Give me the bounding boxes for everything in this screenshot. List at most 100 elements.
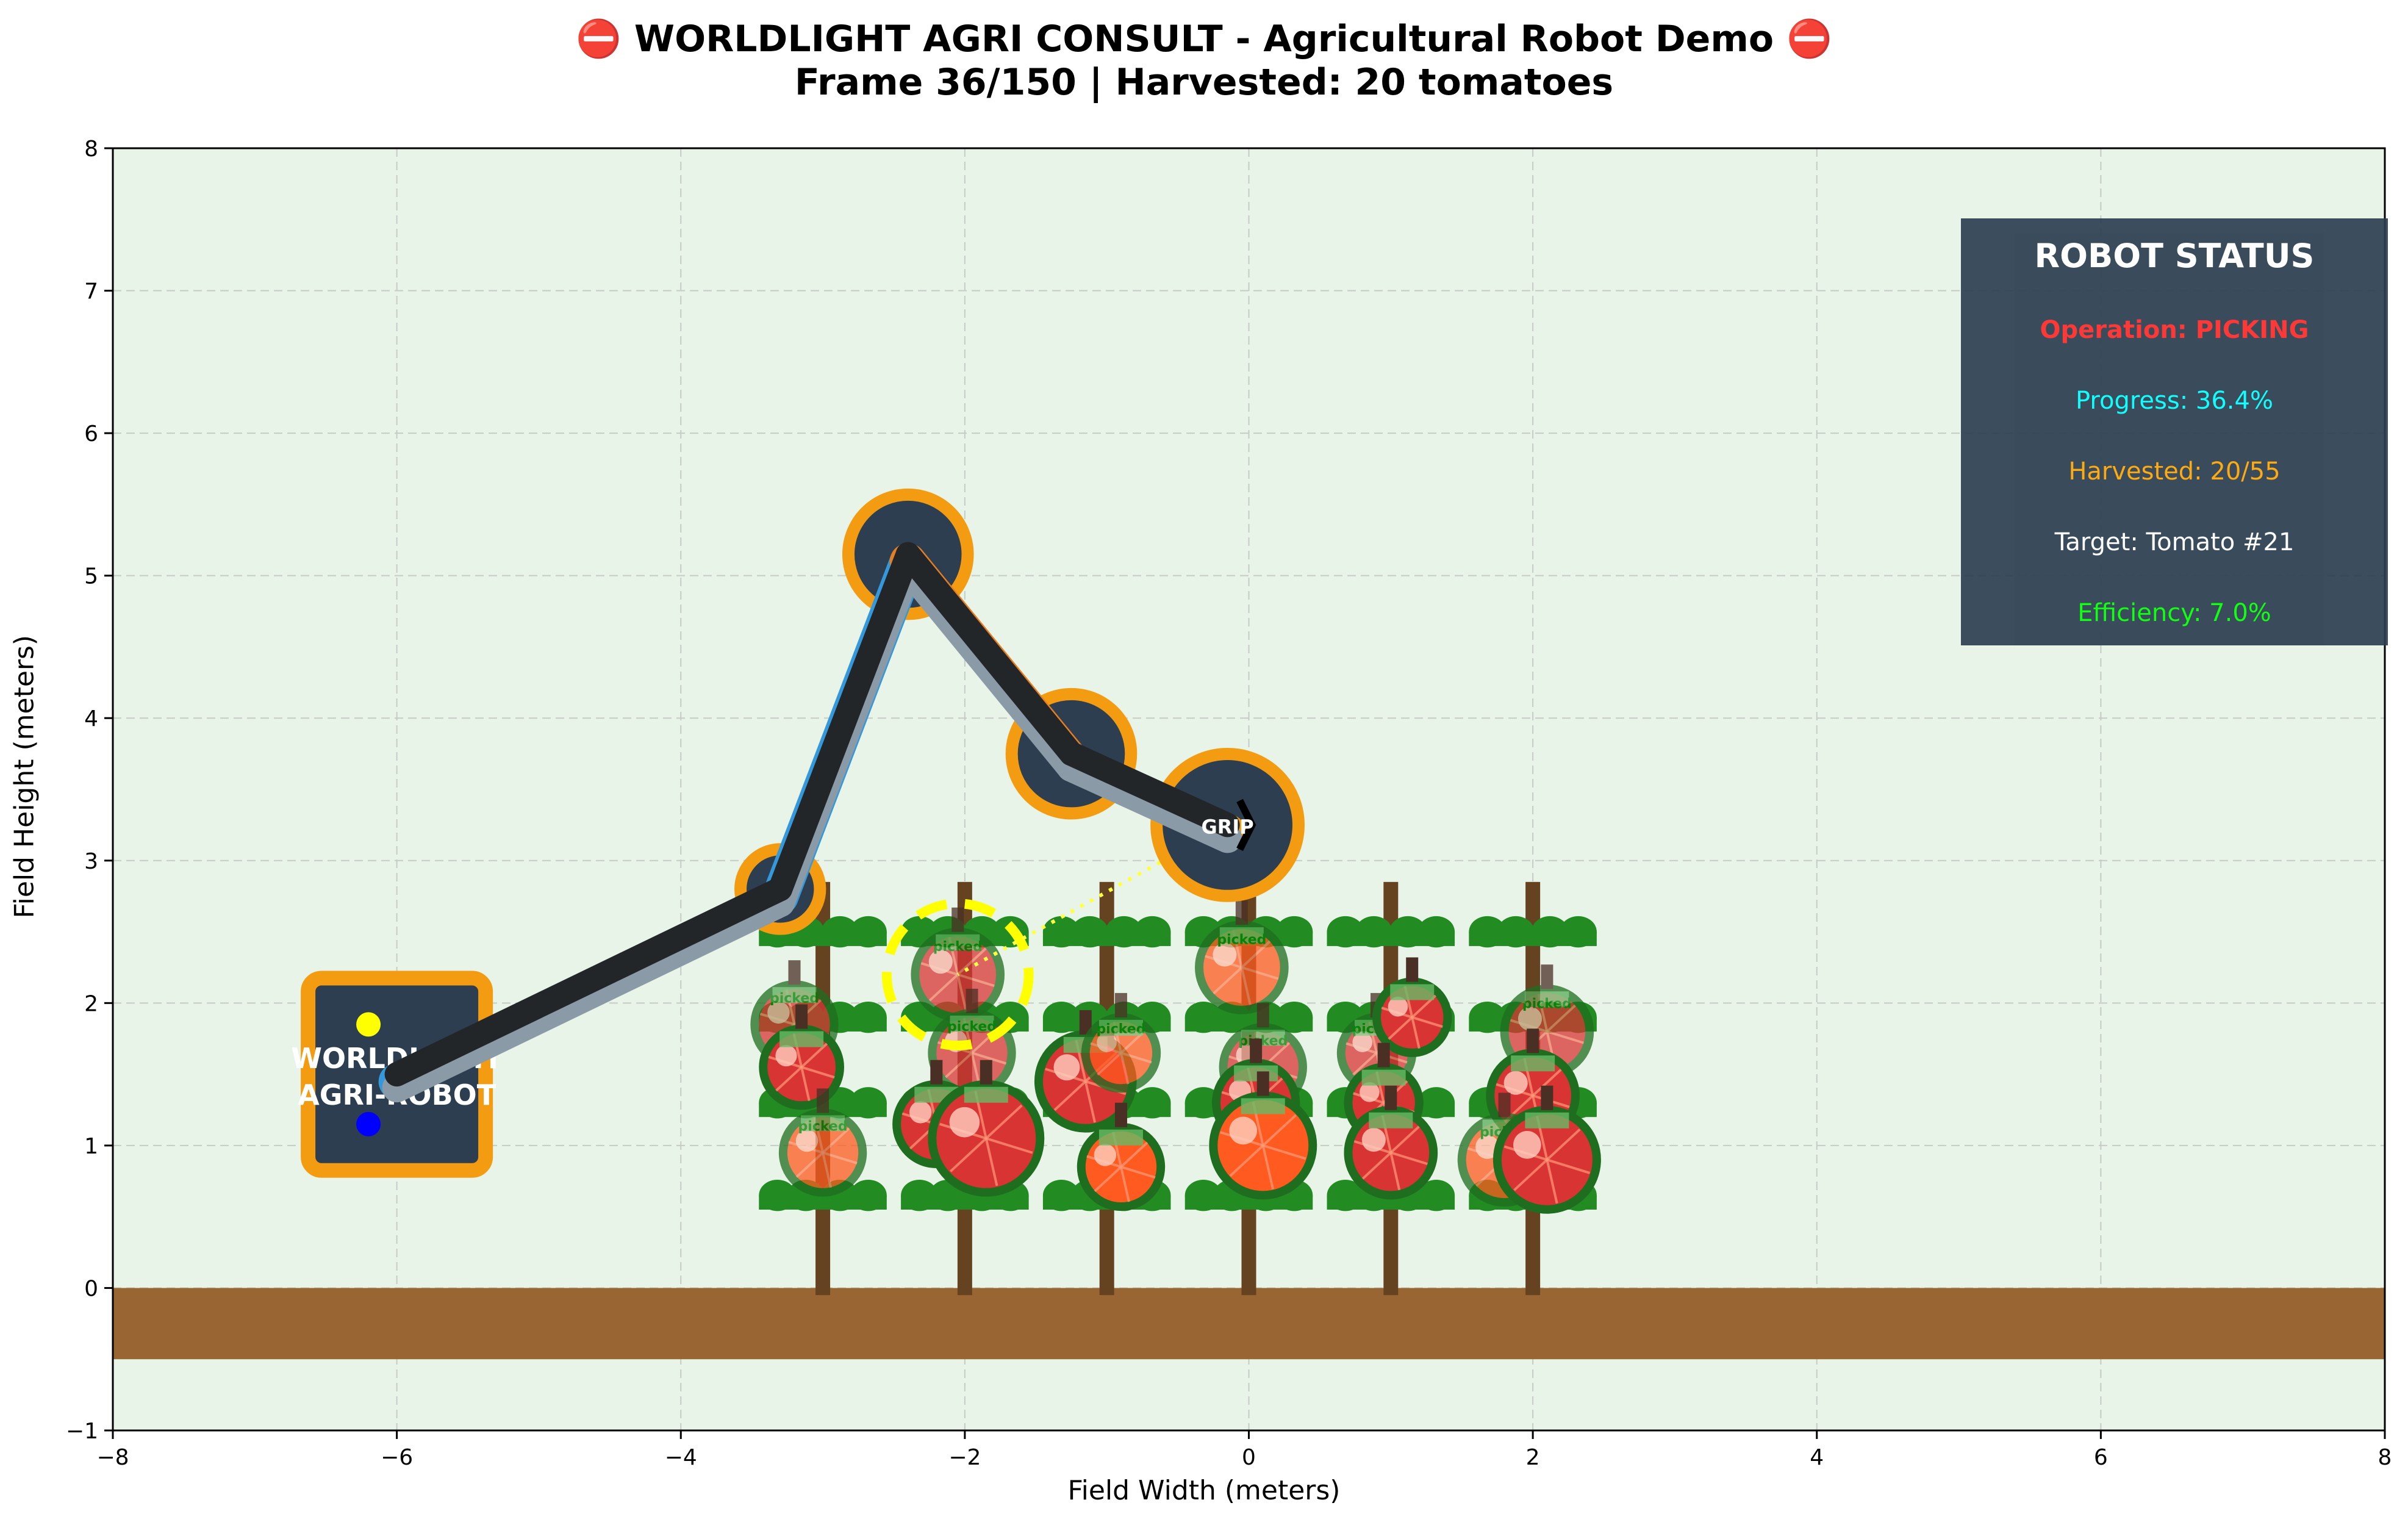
status-progress: Progress: 36.4% — [2076, 387, 2273, 415]
target-guide-line — [956, 823, 1229, 977]
robot-light-yellow — [356, 1012, 381, 1037]
picked-label: picked — [1217, 933, 1266, 948]
tomato-stem — [1498, 1093, 1511, 1118]
x-tick-label: −2 — [948, 1445, 981, 1470]
tomato-segment — [1546, 1158, 1591, 1174]
plant-leaf — [1042, 1179, 1080, 1211]
plant-leaf — [1469, 916, 1506, 948]
tomato-highlight — [949, 1107, 980, 1138]
plant-leaf — [850, 1001, 887, 1033]
y-tick-label: 0 — [84, 1276, 98, 1301]
tomato-stem — [1541, 1085, 1553, 1110]
tomato-segment — [1261, 1145, 1274, 1190]
tomato-segment — [1532, 1068, 1562, 1097]
tomato-segment — [950, 1137, 987, 1172]
picked-label: picked — [770, 991, 819, 1006]
tomato-stem — [1541, 964, 1553, 989]
tomato-stem — [1256, 1071, 1269, 1096]
tomato-calyx — [779, 1031, 824, 1047]
x-tick-label: 0 — [1242, 1445, 1256, 1470]
tomato-segment — [1213, 966, 1243, 995]
tomato-highlight — [928, 950, 953, 974]
tomato-segment — [1241, 966, 1279, 980]
tomato-highlight — [1513, 1130, 1541, 1159]
tomato-segment — [800, 1042, 828, 1068]
y-tick-label: 1 — [84, 1134, 98, 1159]
gripper-label: GRIP — [1201, 815, 1253, 838]
tomato-segment — [1120, 1052, 1130, 1085]
plant-leaf — [1133, 1087, 1171, 1119]
status-efficiency: Efficiency: 7.0% — [2077, 599, 2271, 627]
robot-arm: GRIP — [378, 488, 1305, 1103]
tomato-stem — [1385, 1085, 1397, 1110]
tomato-calyx — [964, 1086, 1008, 1103]
tomato-segment — [1094, 1166, 1122, 1193]
tomato-highlight — [795, 1129, 819, 1152]
robot-status-panel: ROBOT STATUS Operation: PICKING Progress… — [1961, 218, 2388, 645]
tomato-calyx — [1098, 1129, 1143, 1146]
tomato-stem — [1377, 1042, 1390, 1068]
tomato-segment — [1241, 940, 1271, 969]
tomato-segment — [1390, 1151, 1428, 1166]
plant-leaf — [1417, 1179, 1455, 1211]
tomato-segment — [945, 1052, 973, 1078]
tomato-segment — [1411, 1017, 1421, 1049]
tomato-segment — [1411, 1016, 1443, 1028]
y-tick-label: 8 — [84, 137, 98, 162]
plant-leaf — [1417, 1087, 1455, 1119]
picked-label: picked — [1238, 1034, 1288, 1049]
tomato-calyx — [1241, 1098, 1285, 1114]
plant-leaf — [1327, 916, 1364, 948]
tomato-stem — [1527, 1028, 1539, 1053]
plant-leaf — [1071, 916, 1109, 948]
tomato-segment — [956, 947, 987, 976]
tomato — [1077, 1102, 1166, 1211]
tomato-stem — [795, 1004, 808, 1029]
tomato-segment — [1120, 1166, 1156, 1179]
tomato-segment — [822, 1151, 858, 1164]
tomato-segment — [1546, 1004, 1576, 1033]
tomato-highlight — [909, 1101, 932, 1124]
tomato-segment — [1389, 1125, 1420, 1154]
gripper-claw — [1236, 798, 1256, 852]
plant-leaf — [1389, 916, 1427, 948]
arm-segment — [384, 877, 793, 1087]
tomato-stem — [951, 907, 964, 932]
tomato-stem — [930, 1060, 943, 1085]
tomato — [759, 1004, 844, 1110]
y-tick-label: 5 — [84, 564, 98, 589]
tomato-stem — [1406, 957, 1419, 982]
picked-label: picked — [1096, 1022, 1145, 1037]
tomato-highlight — [1097, 1032, 1117, 1052]
y-axis-label: Field Height (meters) — [9, 634, 40, 919]
chart-title-line-2: Frame 36/150 | Harvested: 20 tomatoes — [794, 61, 1614, 104]
tomato-stem — [1250, 1038, 1263, 1063]
y-tick-label: 2 — [84, 991, 98, 1016]
x-tick-label: −6 — [381, 1445, 413, 1470]
tomato — [1492, 1085, 1601, 1214]
tomato-stem — [1114, 992, 1127, 1017]
tomato-calyx — [950, 1015, 994, 1032]
tomato-highlight — [1053, 1054, 1080, 1081]
tomato-calyx — [1098, 1019, 1143, 1036]
tomato-highlight — [767, 1001, 790, 1024]
tomato-segment — [822, 1127, 850, 1154]
y-tick-label: 6 — [84, 422, 98, 447]
tomato-segment — [1120, 1141, 1148, 1168]
x-tick-label: −8 — [96, 1445, 129, 1470]
tomato-calyx — [936, 934, 980, 950]
tomato — [1209, 1071, 1317, 1200]
x-tick-label: 2 — [1526, 1445, 1540, 1470]
target-ring — [881, 899, 1034, 1051]
tomato — [1344, 1085, 1438, 1200]
tomato-highlight — [1503, 1071, 1528, 1095]
arm-segment — [768, 542, 920, 902]
tomato-calyx — [1525, 1112, 1569, 1128]
tomato-stem — [966, 988, 978, 1013]
tomato-segment — [1229, 1144, 1264, 1177]
tomato-highlight — [1094, 1144, 1117, 1166]
tomato-highlight — [1213, 942, 1237, 967]
tomato-segment — [1546, 1128, 1581, 1161]
tomato-segment — [1352, 1052, 1378, 1076]
